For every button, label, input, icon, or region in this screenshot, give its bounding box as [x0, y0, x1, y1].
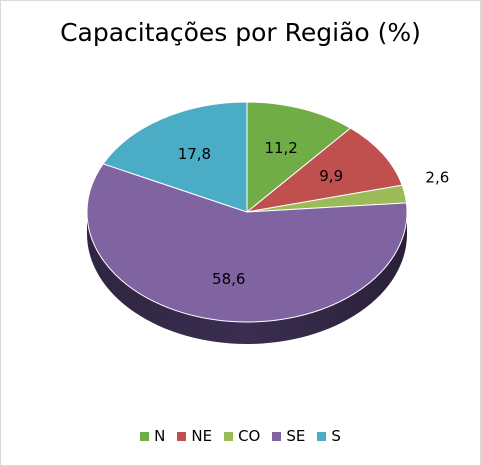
- pie-slice-n: [246, 101, 352, 214]
- legend-swatch-se: [272, 431, 282, 441]
- legend-label-se: SE: [286, 427, 306, 445]
- legend-item-n: N: [140, 427, 165, 445]
- pie-slice-ne: [245, 127, 403, 213]
- data-label-se: 58,6: [212, 270, 245, 288]
- pie-slice-s: [102, 101, 248, 213]
- pie-slice-se: [86, 163, 408, 323]
- pie-data-labels: 11,2 9,9 2,6 58,6 17,8: [178, 139, 450, 288]
- legend-item-s: S: [317, 427, 341, 445]
- legend-label-ne: NE: [191, 427, 213, 445]
- legend-swatch-s: [317, 431, 327, 441]
- data-label-co: 2,6: [425, 169, 449, 187]
- data-label-ne: 9,9: [319, 167, 343, 185]
- legend-label-n: N: [154, 427, 166, 445]
- legend-swatch-n: [140, 431, 150, 441]
- legend-swatch-ne: [177, 431, 187, 441]
- data-label-s: 17,8: [178, 145, 211, 163]
- data-label-n: 11,2: [264, 139, 297, 157]
- pie-3d-side: [87, 212, 407, 344]
- chart-legend: N NE CO SE S: [0, 427, 481, 445]
- pie-slices: [86, 101, 408, 323]
- legend-swatch-co: [224, 431, 234, 441]
- legend-item-ne: NE: [177, 427, 212, 445]
- legend-item-se: SE: [272, 427, 305, 445]
- legend-item-co: CO: [224, 427, 260, 445]
- legend-label-s: S: [331, 427, 341, 445]
- legend-label-co: CO: [238, 427, 261, 445]
- pie-side-band: [87, 212, 407, 344]
- chart-title: Capacitações por Região (%): [60, 18, 421, 47]
